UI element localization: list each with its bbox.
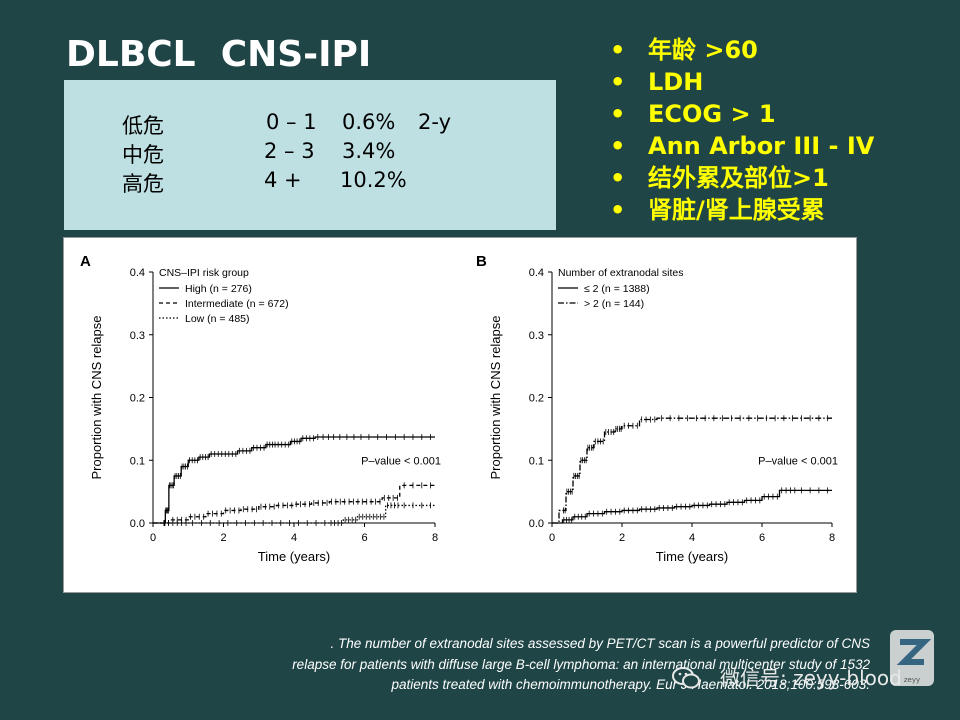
- p-value-annotation: P–value < 0.001: [361, 455, 441, 467]
- x-tick-label: 8: [432, 532, 438, 544]
- y-tick-label: 0.0: [130, 518, 145, 530]
- km-curve-dotted: [153, 504, 435, 524]
- y-tick-label: 0.2: [529, 393, 544, 405]
- risk-factor-text: 年龄 >60: [648, 36, 758, 64]
- citation: . The number of extranodal sites assesse…: [180, 634, 870, 696]
- risk-factor-item: • ECOG > 1: [610, 98, 874, 130]
- logo-z-icon: [896, 639, 932, 665]
- p-value-annotation: P–value < 0.001: [758, 455, 838, 467]
- citation-line: relapse for patients with diffuse large …: [292, 656, 870, 672]
- x-tick-label: 0: [150, 532, 156, 544]
- x-tick-label: 4: [291, 532, 297, 544]
- x-tick-label: 4: [689, 532, 695, 544]
- risk-factor-item: • LDH: [610, 66, 874, 98]
- risk-score: 2 – 3: [264, 139, 315, 163]
- risk-label: 中危: [122, 143, 164, 167]
- bullet-icon: •: [610, 36, 626, 64]
- y-tick-label: 0.1: [529, 455, 544, 467]
- x-axis-label: Time (years): [656, 549, 728, 564]
- risk-horizon: 2-y: [418, 110, 451, 134]
- legend-label: > 2 (n = 144): [584, 298, 644, 310]
- x-tick-label: 0: [549, 532, 555, 544]
- risk-table: 低危 0 – 1 0.6% 2-y 中危 2 – 3 3.4% 高危 4 + 1…: [64, 80, 556, 230]
- legend-label: ≤ 2 (n = 1388): [584, 283, 650, 295]
- y-tick-label: 0.3: [529, 330, 544, 342]
- risk-row-low: 低危 0 – 1 0.6% 2-y: [122, 110, 451, 254]
- km-curve-solid: [552, 489, 832, 524]
- risk-label: 高危: [122, 172, 164, 196]
- watermark-text: 微信号: zeyy-blood: [720, 666, 902, 690]
- bullet-icon: •: [610, 164, 626, 192]
- y-tick-label: 0.2: [130, 393, 145, 405]
- panel-letter: A: [80, 253, 91, 270]
- risk-score: 4 +: [264, 168, 302, 192]
- y-tick-label: 0.4: [130, 267, 145, 279]
- y-tick-label: 0.0: [529, 518, 544, 530]
- risk-factor-list: • 年龄 >60 • LDH • ECOG > 1 • Ann Arbor III - …: [610, 34, 874, 226]
- risk-factor-text: Ann Arbor III - IV: [648, 132, 875, 160]
- km-curve-dashed: [153, 484, 435, 524]
- risk-row-mid: 中危 2 – 3 3.4%: [122, 139, 395, 283]
- y-tick-label: 0.3: [130, 330, 145, 342]
- risk-rate: 10.2%: [340, 168, 407, 192]
- logo-sub: zeyy: [903, 676, 921, 684]
- wechat-icon: [672, 667, 700, 689]
- km-figure: A 0.0 0.1 0.2 0.3 0.4 0 2 4 6 8 Time (years) Proport…: [63, 237, 857, 593]
- risk-factor-item: • 肾脏/肾上腺受累: [610, 194, 874, 226]
- citation-line: patients treated with chemoimmunotherapy…: [391, 677, 870, 692]
- legend-label: Intermediate (n = 672): [185, 298, 289, 310]
- x-tick-label: 2: [220, 532, 226, 544]
- risk-factor-text: LDH: [648, 68, 704, 96]
- risk-factor-item: • 年龄 >60: [610, 34, 874, 66]
- risk-row-high: 高危 4 + 10.2%: [122, 168, 407, 312]
- legend-label: Low (n = 485): [185, 313, 250, 325]
- y-tick-label: 0.4: [529, 267, 544, 279]
- bullet-icon: •: [610, 196, 626, 224]
- risk-factor-item: • Ann Arbor III - IV: [610, 130, 874, 162]
- km-curve-solid: [153, 436, 435, 524]
- x-tick-label: 8: [829, 532, 835, 544]
- legend-title: CNS–IPI risk group: [159, 267, 249, 279]
- x-tick-label: 6: [759, 532, 765, 544]
- x-tick-label: 2: [619, 532, 625, 544]
- risk-factor-item: • 结外累及部位>1: [610, 162, 874, 194]
- legend-label: High (n = 276): [185, 283, 252, 295]
- citation-line: . The number of extranodal sites assesse…: [330, 636, 871, 651]
- y-tick-label: 0.1: [130, 455, 145, 467]
- panel-letter: B: [476, 253, 487, 270]
- bullet-icon: •: [610, 68, 626, 96]
- risk-label: 低危: [122, 114, 164, 138]
- y-axis-label: Proportion with CNS relapse: [488, 315, 503, 479]
- x-axis-label: Time (years): [258, 549, 330, 564]
- watermark: 微信号: zeyy-blood: [672, 660, 932, 696]
- risk-rate: 0.6%: [342, 110, 396, 134]
- risk-factor-text: 肾脏/肾上腺受累: [648, 196, 825, 224]
- risk-score: 0 – 1: [266, 110, 317, 134]
- km-curve-dashdot: [552, 417, 832, 524]
- x-tick-label: 6: [361, 532, 367, 544]
- bullet-icon: •: [610, 100, 626, 128]
- km-figure-svg: A 0.0 0.1 0.2 0.3 0.4 0 2 4 6 8 Time (years) Proport…: [80, 253, 838, 564]
- y-axis-label: Proportion with CNS relapse: [89, 315, 104, 479]
- zeyy-logo: zeyy: [890, 630, 934, 686]
- risk-rate: 3.4%: [342, 139, 396, 163]
- bullet-icon: •: [610, 132, 626, 160]
- risk-factor-text: ECOG > 1: [648, 100, 776, 128]
- risk-factor-text: 结外累及部位>1: [648, 164, 829, 192]
- slide-title: DLBCL CNS-IPI: [66, 34, 372, 75]
- legend-title: Number of extranodal sites: [558, 267, 683, 279]
